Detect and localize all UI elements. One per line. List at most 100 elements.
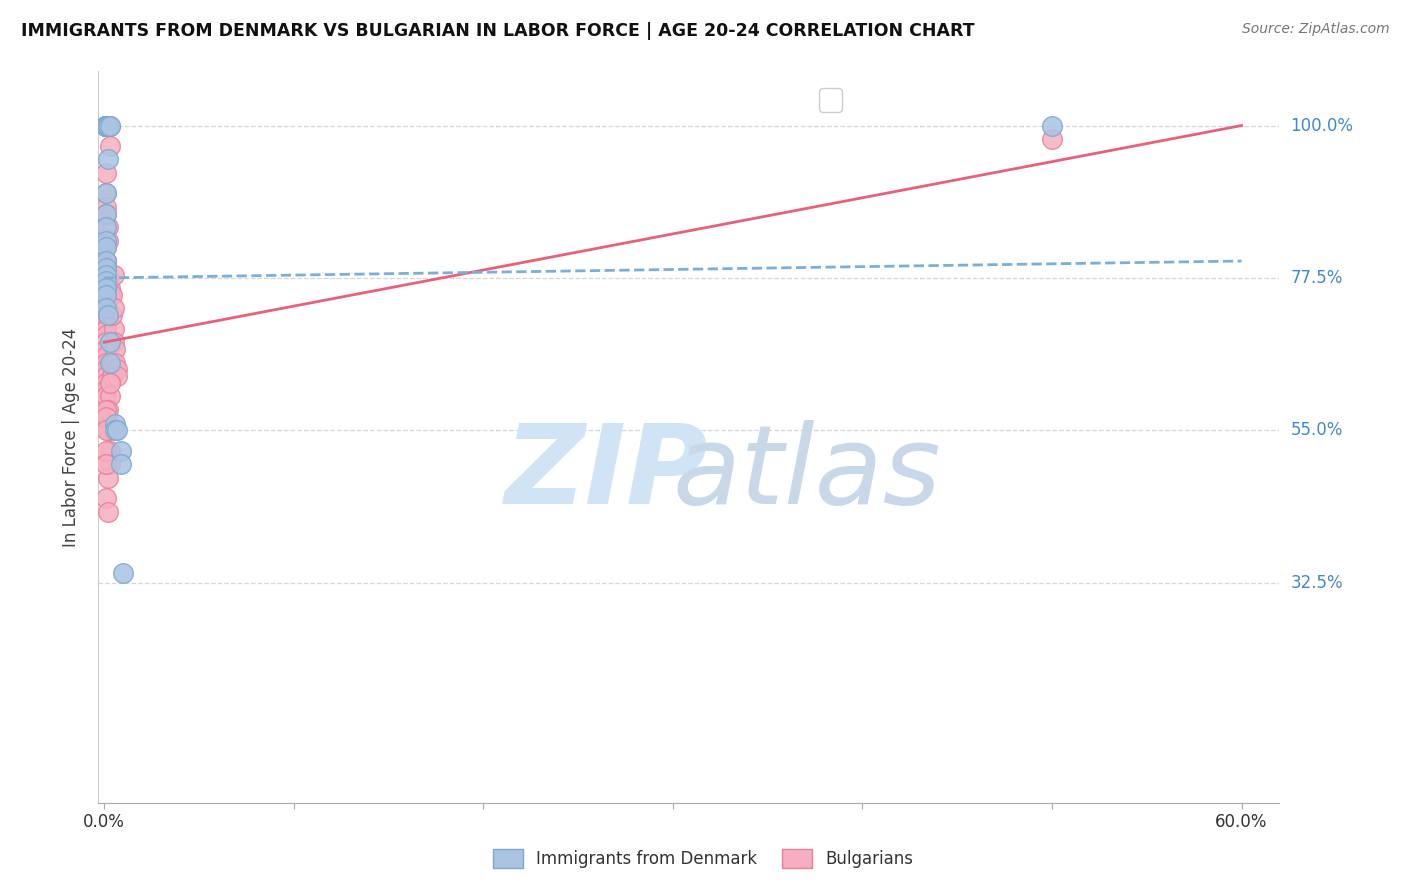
- Point: [105, 423, 128, 437]
- Point: [94, 403, 117, 417]
- Point: [94, 260, 117, 275]
- Point: [97, 119, 120, 133]
- Point: [94, 119, 117, 133]
- Point: [98, 119, 121, 133]
- Point: [97, 308, 120, 322]
- Point: [94, 376, 117, 390]
- Point: [94, 383, 117, 397]
- Point: [94, 186, 117, 201]
- Point: [97, 417, 120, 431]
- Point: [100, 288, 122, 302]
- Point: [94, 119, 117, 133]
- Point: [103, 322, 125, 336]
- Point: [94, 260, 117, 275]
- Point: [98, 355, 121, 369]
- Point: [94, 119, 117, 133]
- Point: [98, 139, 121, 153]
- Point: [94, 322, 117, 336]
- Point: [94, 288, 117, 302]
- Point: [103, 335, 125, 350]
- Point: [104, 417, 127, 431]
- Text: IMMIGRANTS FROM DENMARK VS BULGARIAN IN LABOR FORCE | AGE 20-24 CORRELATION CHAR: IMMIGRANTS FROM DENMARK VS BULGARIAN IN …: [21, 22, 974, 40]
- Y-axis label: In Labor Force | Age 20-24: In Labor Force | Age 20-24: [62, 327, 80, 547]
- Point: [94, 281, 117, 295]
- Point: [100, 369, 122, 384]
- Point: [100, 308, 122, 322]
- Point: [94, 389, 117, 403]
- Point: [94, 349, 117, 363]
- Point: [94, 301, 117, 316]
- Point: [94, 335, 117, 350]
- Point: [94, 342, 117, 356]
- Point: [94, 220, 117, 235]
- Point: [94, 294, 117, 309]
- Point: [94, 206, 117, 220]
- Point: [98, 119, 121, 133]
- Point: [97, 119, 120, 133]
- Point: [98, 457, 121, 471]
- Point: [94, 288, 117, 302]
- Point: [94, 301, 117, 316]
- Point: [94, 355, 117, 369]
- Text: Source: ZipAtlas.com: Source: ZipAtlas.com: [1241, 22, 1389, 37]
- Point: [104, 355, 127, 369]
- Point: [94, 206, 117, 220]
- Point: [94, 315, 117, 329]
- Point: [97, 119, 120, 133]
- Point: [94, 423, 117, 437]
- Point: [94, 362, 117, 376]
- Point: [94, 443, 117, 458]
- Point: [98, 376, 121, 390]
- Text: 77.5%: 77.5%: [1291, 268, 1343, 287]
- Point: [98, 281, 121, 295]
- Point: [112, 566, 135, 580]
- Point: [97, 234, 120, 248]
- Point: [94, 234, 117, 248]
- Point: [94, 254, 117, 268]
- Point: [94, 308, 117, 322]
- Point: [97, 471, 120, 485]
- Point: [94, 240, 117, 254]
- Point: [1040, 119, 1063, 133]
- Point: [97, 505, 120, 519]
- Point: [97, 119, 120, 133]
- Point: [105, 362, 128, 376]
- Legend: Immigrants from Denmark, Bulgarians: Immigrants from Denmark, Bulgarians: [486, 842, 920, 875]
- Point: [100, 355, 122, 369]
- Point: [1040, 132, 1063, 146]
- Point: [94, 268, 117, 282]
- Point: [94, 119, 117, 133]
- Point: [94, 119, 117, 133]
- Point: [104, 342, 127, 356]
- Point: [98, 389, 121, 403]
- Point: [97, 403, 120, 417]
- Point: [103, 301, 125, 316]
- Point: [94, 166, 117, 180]
- Point: [97, 274, 120, 288]
- Point: [97, 268, 120, 282]
- Point: [94, 409, 117, 424]
- Point: [97, 423, 120, 437]
- Point: [94, 119, 117, 133]
- Point: [97, 153, 120, 167]
- Text: ZIP: ZIP: [505, 420, 709, 527]
- Point: [94, 491, 117, 505]
- Text: atlas: atlas: [672, 420, 942, 527]
- Point: [94, 119, 117, 133]
- Text: 100.0%: 100.0%: [1291, 117, 1354, 135]
- Point: [94, 322, 117, 336]
- Point: [94, 119, 117, 133]
- Point: [94, 119, 117, 133]
- Point: [94, 254, 117, 268]
- Point: [97, 220, 120, 235]
- Point: [94, 200, 117, 214]
- Point: [105, 369, 128, 384]
- Point: [103, 268, 125, 282]
- Point: [110, 457, 132, 471]
- Point: [94, 240, 117, 254]
- Point: [94, 119, 117, 133]
- Point: [97, 281, 120, 295]
- Point: [94, 119, 117, 133]
- Point: [98, 335, 121, 350]
- Point: [94, 369, 117, 384]
